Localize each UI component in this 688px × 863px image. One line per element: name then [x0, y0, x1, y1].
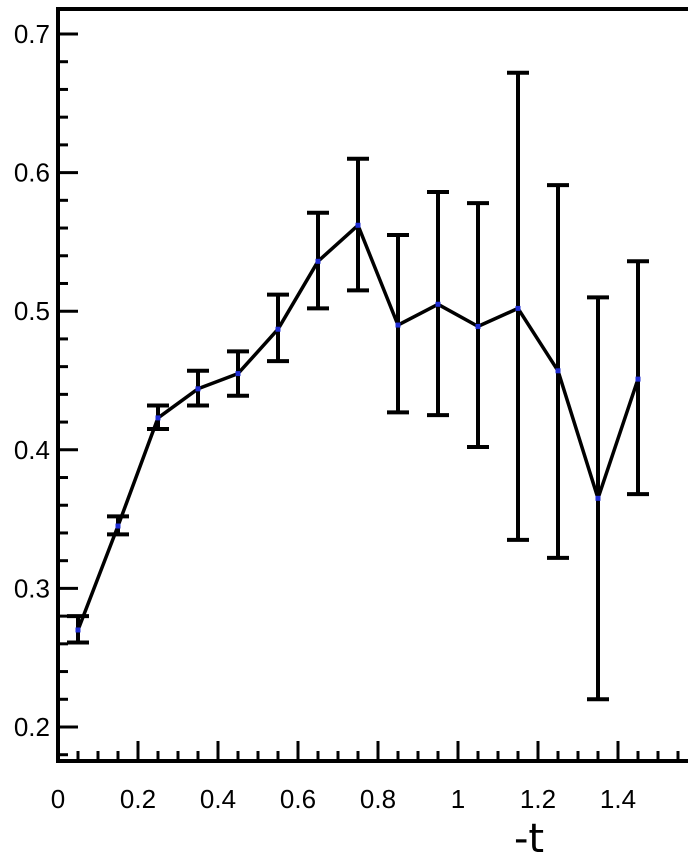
x-tick-label: 1.4 [600, 784, 636, 814]
plot-frame [56, 7, 688, 763]
data-point [355, 222, 361, 228]
y-minor-ticks [58, 60, 68, 757]
x-axis-label: -t [514, 816, 544, 862]
data-point [195, 386, 201, 392]
data-point [235, 371, 241, 377]
data-point [635, 376, 641, 382]
x-tick-label: 0.6 [280, 784, 316, 814]
x-tick-label: 0.8 [360, 784, 396, 814]
x-major-ticks [136, 741, 620, 761]
data-point [475, 323, 481, 329]
y-tick-label: 0.6 [14, 158, 50, 188]
data-point [595, 495, 601, 501]
data-point [435, 301, 441, 307]
y-tick-label: 0.2 [14, 712, 50, 742]
y-tick-label: 0.3 [14, 573, 50, 603]
x-tick-label: 0.2 [120, 784, 156, 814]
x-minor-ticks [76, 751, 680, 761]
x-tick-label: 0 [51, 784, 65, 814]
x-tick-label: 0.4 [200, 784, 236, 814]
data-point [75, 627, 81, 633]
data-point [315, 258, 321, 264]
x-tick-label: 1 [451, 784, 465, 814]
y-tick-labels: 0.2 0.3 0.4 0.5 0.6 0.7 [14, 19, 50, 742]
y-tick-label: 0.4 [14, 435, 50, 465]
data-point [515, 305, 521, 311]
data-points [75, 222, 641, 633]
x-tick-labels: 0 0.2 0.4 0.6 0.8 1 1.2 1.4 [51, 784, 636, 814]
data-point [155, 415, 161, 421]
data-point [115, 523, 121, 529]
y-tick-label: 0.5 [14, 296, 50, 326]
y-major-ticks [58, 32, 78, 729]
data-point [555, 368, 561, 374]
x-tick-label: 1.2 [520, 784, 556, 814]
data-point [395, 322, 401, 328]
data-point [275, 326, 281, 332]
y-tick-label: 0.7 [14, 19, 50, 49]
